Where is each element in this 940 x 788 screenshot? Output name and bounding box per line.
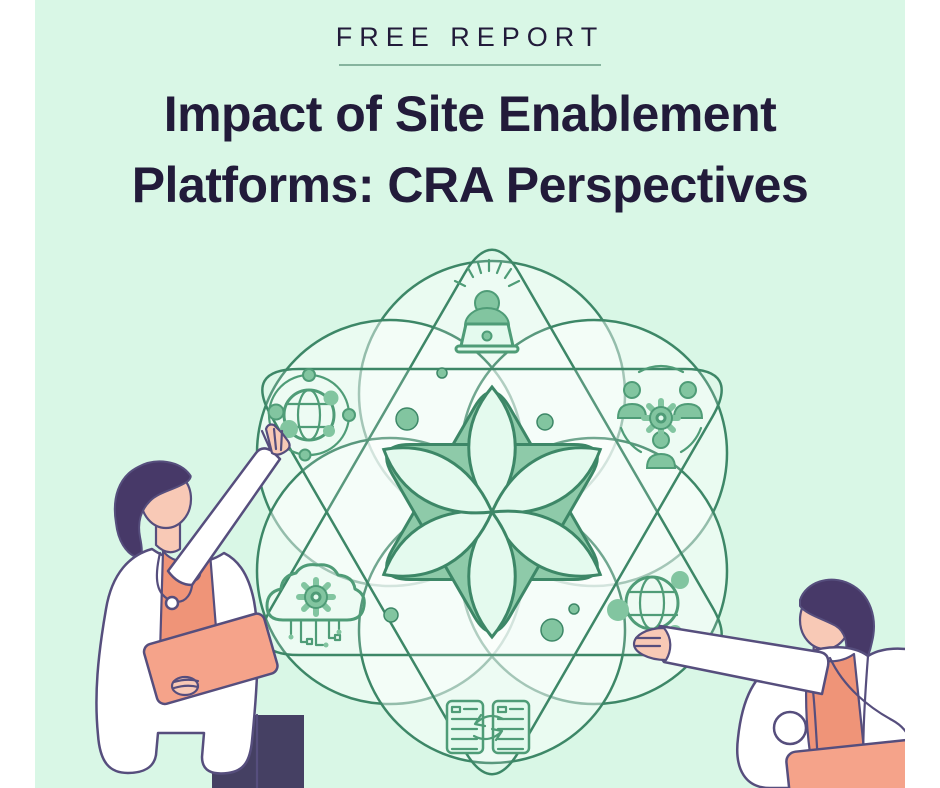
cover-illustration bbox=[95, 248, 940, 788]
header: FREE REPORT Impact of Site Enablement Pl… bbox=[70, 24, 870, 221]
right-extended-hand bbox=[632, 626, 672, 662]
globe-dot bbox=[280, 420, 298, 438]
globe-parallels bbox=[625, 590, 679, 617]
team-person bbox=[645, 431, 677, 469]
petal bbox=[381, 446, 495, 515]
right-hand-fingers bbox=[634, 636, 662, 648]
person-laptop-idea-icon bbox=[453, 258, 521, 354]
left-hand-fingers bbox=[260, 427, 284, 452]
globe-dot bbox=[607, 599, 629, 621]
eyebrow-underline bbox=[339, 64, 601, 66]
petal bbox=[381, 509, 495, 578]
idea-rays bbox=[453, 258, 521, 288]
globe-meridian bbox=[296, 388, 322, 442]
accent-dot bbox=[395, 407, 419, 431]
laptop-logo-dot bbox=[481, 330, 493, 342]
report-title: Impact of Site Enablement Platforms: CRA… bbox=[70, 79, 870, 221]
eyebrow-label: FREE REPORT bbox=[335, 22, 605, 52]
laptop-base bbox=[454, 344, 520, 354]
petal bbox=[467, 384, 517, 515]
venn-mandala bbox=[255, 248, 729, 776]
left-stethoscope-bell bbox=[164, 595, 180, 611]
petal bbox=[489, 509, 603, 578]
gear-icon bbox=[641, 398, 681, 438]
accent-dot bbox=[540, 618, 564, 642]
petal bbox=[489, 446, 603, 515]
cloud-outline bbox=[265, 563, 366, 622]
title-line-1: Impact of Site Enablement bbox=[163, 86, 777, 142]
orbit-node bbox=[342, 408, 356, 422]
right-margin-bar bbox=[905, 0, 940, 788]
clinician-right bbox=[632, 578, 940, 788]
person-shoulders bbox=[463, 307, 511, 327]
orbit-node bbox=[302, 368, 316, 382]
left-neck bbox=[154, 519, 182, 554]
document-left-lines bbox=[450, 705, 479, 751]
accent-dot bbox=[436, 367, 448, 379]
document-sync-icon bbox=[445, 699, 531, 755]
right-extended-arm bbox=[654, 624, 830, 696]
accent-dot bbox=[568, 603, 580, 615]
team-person bbox=[616, 381, 648, 419]
globe-dot bbox=[323, 390, 339, 406]
accent-dot bbox=[383, 607, 399, 623]
left-holding-fingers bbox=[172, 678, 200, 690]
globe-dot bbox=[323, 425, 335, 437]
orbit-node bbox=[298, 448, 312, 462]
petal bbox=[467, 509, 517, 640]
accent-dot bbox=[536, 413, 554, 431]
sync-arrows bbox=[472, 713, 505, 742]
right-coat-button bbox=[772, 710, 808, 746]
accent-dots bbox=[383, 367, 580, 642]
canvas-background: FREE REPORT Impact of Site Enablement Pl… bbox=[35, 0, 940, 788]
cloud-computing-icon bbox=[265, 563, 366, 648]
flower-petals bbox=[381, 384, 603, 640]
left-margin-bar bbox=[0, 0, 35, 788]
left-raised-hand bbox=[264, 423, 291, 456]
circuit-lines bbox=[288, 618, 342, 648]
globe-dot bbox=[671, 571, 689, 589]
global-network-orbit-icon bbox=[267, 368, 356, 462]
document-right-lines bbox=[496, 705, 525, 751]
team-person bbox=[672, 381, 704, 419]
team-arcs bbox=[619, 364, 703, 454]
gear-icon bbox=[296, 577, 336, 617]
clinician-left bbox=[95, 423, 304, 788]
team-collaboration-gear-icon bbox=[616, 364, 704, 469]
orbit-node bbox=[267, 403, 285, 421]
title-line-2: Platforms: CRA Perspectives bbox=[131, 157, 809, 213]
